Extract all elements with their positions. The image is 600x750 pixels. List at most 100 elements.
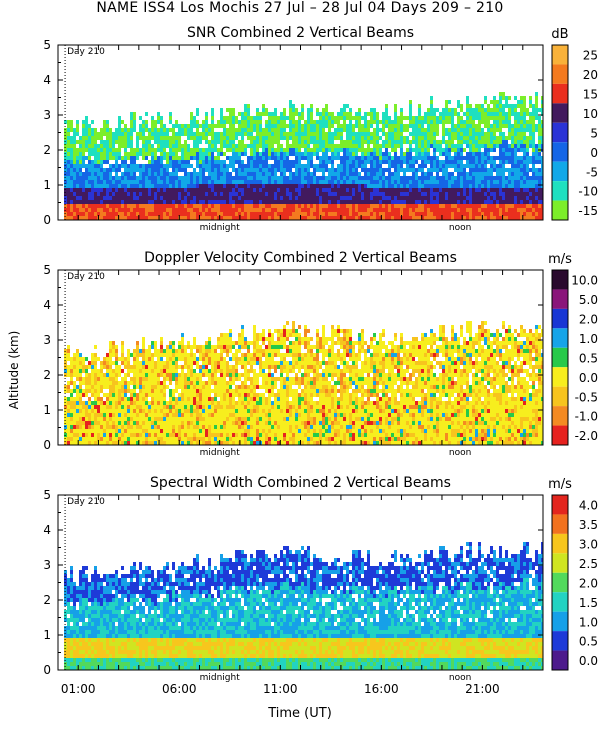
heatmap-cell (355, 152, 358, 156)
heatmap-cell (298, 172, 301, 176)
heatmap-cell (169, 112, 172, 116)
heatmap-cell (121, 132, 124, 136)
heatmap-cell (355, 188, 358, 192)
heatmap-cell (307, 212, 310, 216)
heatmap-cell (532, 144, 535, 148)
heatmap-cell (346, 184, 349, 188)
heatmap-cell (148, 180, 151, 184)
heatmap-cell (151, 136, 154, 140)
heatmap-cell (127, 204, 130, 208)
heatmap-cell (490, 132, 493, 136)
heatmap-cell (70, 373, 73, 377)
heatmap-cell (505, 124, 508, 128)
heatmap-cell (337, 176, 340, 180)
heatmap-cell (484, 200, 487, 204)
heatmap-cell (100, 136, 103, 140)
heatmap-cell (145, 441, 148, 445)
heatmap-cell (139, 397, 142, 401)
heatmap-cell (151, 184, 154, 188)
heatmap-cell (115, 409, 118, 413)
heatmap-cell (67, 196, 70, 200)
heatmap-cell (130, 192, 133, 196)
heatmap-cell (130, 437, 133, 441)
heatmap-cell (85, 393, 88, 397)
heatmap-cell (313, 216, 316, 220)
heatmap-cell (178, 132, 181, 136)
heatmap-cell (88, 212, 91, 216)
heatmap-cell (196, 152, 199, 156)
heatmap-cell (190, 112, 193, 116)
heatmap-cell (535, 180, 538, 184)
heatmap-cell (271, 136, 274, 140)
heatmap-cell (115, 140, 118, 144)
heatmap-cell (280, 168, 283, 172)
heatmap-cell (85, 196, 88, 200)
heatmap-cell (301, 208, 304, 212)
heatmap-cell (361, 192, 364, 196)
heatmap-cell (121, 120, 124, 124)
heatmap-cell (508, 212, 511, 216)
heatmap-cell (382, 176, 385, 180)
heatmap-cell (535, 124, 538, 128)
heatmap-cell (67, 200, 70, 204)
heatmap-cell (325, 176, 328, 180)
heatmap-cell (94, 212, 97, 216)
heatmap-cell (103, 148, 106, 152)
heatmap-cell (538, 124, 541, 128)
heatmap-cell (151, 425, 154, 429)
heatmap-cell (430, 108, 433, 112)
heatmap-cell (145, 349, 148, 353)
heatmap-cell (100, 200, 103, 204)
heatmap-cell (244, 204, 247, 208)
heatmap-cell (346, 132, 349, 136)
heatmap-cell (331, 200, 334, 204)
heatmap-cell (391, 140, 394, 144)
heatmap-cell (235, 212, 238, 216)
heatmap-cell (523, 180, 526, 184)
heatmap-cell (529, 112, 532, 116)
heatmap-cell (349, 116, 352, 120)
heatmap-cell (319, 192, 322, 196)
heatmap-cell (115, 176, 118, 180)
heatmap-cell (175, 168, 178, 172)
heatmap-cell (82, 164, 85, 168)
heatmap-cell (148, 168, 151, 172)
heatmap-cell (310, 120, 313, 124)
heatmap-cell (124, 160, 127, 164)
heatmap-cell (172, 124, 175, 128)
heatmap-cell (346, 188, 349, 192)
heatmap-cell (388, 200, 391, 204)
heatmap-cell (358, 124, 361, 128)
heatmap-cell (169, 204, 172, 208)
heatmap-cell (292, 176, 295, 180)
heatmap-cell (436, 140, 439, 144)
heatmap-cell (508, 124, 511, 128)
heatmap-cell (139, 353, 142, 357)
heatmap-cell (523, 136, 526, 140)
heatmap-cell (466, 112, 469, 116)
heatmap-cell (472, 140, 475, 144)
heatmap-cell (106, 373, 109, 377)
heatmap-cell (367, 136, 370, 140)
heatmap-cell (205, 164, 208, 168)
heatmap-cell (70, 377, 73, 381)
heatmap-cell (67, 136, 70, 140)
heatmap-cell (157, 204, 160, 208)
heatmap-cell (493, 140, 496, 144)
heatmap-cell (502, 120, 505, 124)
heatmap-cell (478, 200, 481, 204)
heatmap-cell (490, 188, 493, 192)
heatmap-cell (211, 200, 214, 204)
heatmap-cell (274, 128, 277, 132)
heatmap-cell (364, 196, 367, 200)
heatmap-cell (388, 124, 391, 128)
heatmap-cell (529, 196, 532, 200)
heatmap-cell (445, 128, 448, 132)
heatmap-cell (160, 397, 163, 401)
heatmap-cell (280, 128, 283, 132)
heatmap-cell (187, 204, 190, 208)
heatmap-cell (301, 112, 304, 116)
heatmap-cell (454, 204, 457, 208)
heatmap-cell (334, 176, 337, 180)
heatmap-cell (88, 184, 91, 188)
